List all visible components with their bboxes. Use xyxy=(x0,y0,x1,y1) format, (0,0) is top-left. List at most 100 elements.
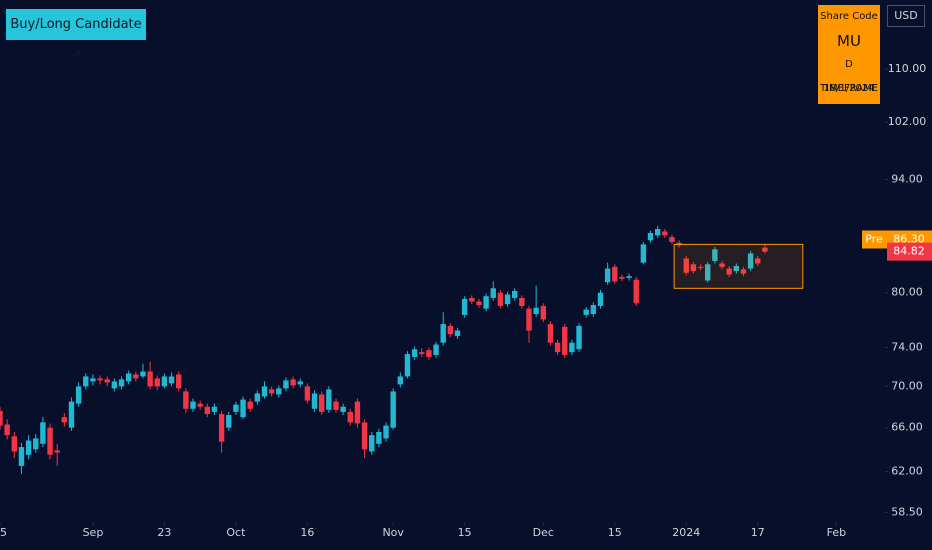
candle-body xyxy=(25,440,32,455)
candle-body xyxy=(619,277,625,279)
candle-body xyxy=(104,379,110,383)
candle-body xyxy=(133,374,139,379)
candle-body xyxy=(683,258,689,273)
candle-body xyxy=(68,401,75,428)
candle-body xyxy=(540,305,546,320)
candle-body xyxy=(590,305,597,315)
candle-body xyxy=(147,371,153,387)
candle-body xyxy=(168,376,175,384)
candle-body xyxy=(118,379,125,387)
candle-body xyxy=(340,406,346,412)
candle-body xyxy=(90,378,96,382)
candle-body xyxy=(604,268,611,283)
candle-body xyxy=(376,431,382,444)
x-tick-label: Dec xyxy=(533,526,554,539)
x-tick-label: 16 xyxy=(300,526,314,539)
candle-body xyxy=(354,401,361,424)
candle-body xyxy=(547,324,554,343)
candle-body xyxy=(75,386,82,404)
candle-body xyxy=(633,279,639,304)
y-tick-label: 80.00 xyxy=(891,286,923,299)
candle-body xyxy=(97,378,103,381)
y-tick-label: 110.00 xyxy=(888,62,927,75)
range-box xyxy=(673,243,804,289)
candle-body xyxy=(597,292,604,306)
price-label-bg xyxy=(887,242,932,261)
candle-body xyxy=(161,376,168,387)
candle-body xyxy=(369,435,375,452)
info-timeframe: D TIMEFRAME xyxy=(819,59,879,94)
candle-body xyxy=(190,401,196,409)
candle-body xyxy=(469,297,475,302)
price-label: 84.82 xyxy=(893,245,925,258)
candle-body xyxy=(612,266,618,282)
candle-body xyxy=(640,244,647,263)
candle-body xyxy=(404,354,411,377)
x-tick-label: Feb xyxy=(827,526,846,539)
x-tick-label: 5 xyxy=(0,526,7,539)
candle-body xyxy=(197,403,203,407)
info-date: 18/1/2024 xyxy=(823,83,875,94)
candle-body xyxy=(33,438,39,450)
candle-body xyxy=(297,381,303,385)
x-tick-label: 23 xyxy=(157,526,171,539)
candle-body xyxy=(204,406,211,414)
candle-body xyxy=(233,404,239,412)
candle-body xyxy=(497,292,504,306)
candle-body xyxy=(519,297,525,306)
candle-body xyxy=(626,276,632,278)
y-tick-label: 74.00 xyxy=(891,340,923,353)
candle-body xyxy=(447,325,454,335)
candle-body xyxy=(504,294,511,305)
candle-body xyxy=(226,415,232,428)
currency-button[interactable]: USD xyxy=(887,5,925,27)
candle-body xyxy=(426,350,432,357)
candle-body xyxy=(697,266,704,268)
price-label-name-bg xyxy=(862,230,887,249)
candle-body xyxy=(40,422,46,444)
price-label: 86.30 xyxy=(893,232,925,245)
candle-body xyxy=(268,389,275,394)
candle-body xyxy=(583,309,589,315)
candle-body xyxy=(690,264,697,272)
candle-body xyxy=(526,308,532,331)
candle-body xyxy=(154,378,160,387)
candle-body xyxy=(433,344,439,356)
candle-body xyxy=(483,296,489,309)
candle-body xyxy=(311,393,318,409)
x-tick-label: 15 xyxy=(458,526,472,539)
x-tick-label: Nov xyxy=(382,526,404,539)
candle-body xyxy=(326,389,332,410)
candle-body xyxy=(247,401,253,409)
candle-body xyxy=(411,349,418,357)
candle-body xyxy=(654,228,661,236)
candle-body xyxy=(712,249,718,261)
candle-body xyxy=(383,425,389,439)
candle-body xyxy=(347,411,353,423)
candle-body xyxy=(562,326,568,356)
candle-body xyxy=(361,422,368,450)
candle-body xyxy=(83,376,89,387)
candle-body xyxy=(512,290,518,298)
candle-body xyxy=(740,269,747,274)
y-tick-label: 58.50 xyxy=(891,505,923,518)
info-box: Share Code MU D TIMEFRAME 18/1/2024 xyxy=(818,5,880,104)
candle-body xyxy=(140,371,146,377)
candle-body xyxy=(4,424,10,436)
candle-body xyxy=(18,447,25,466)
candle-body xyxy=(726,268,732,275)
y-tick-label: 70.00 xyxy=(891,379,923,392)
candle-body xyxy=(576,325,582,350)
signal-badge[interactable]: Buy/Long Candidate ↗ xyxy=(6,9,146,63)
candle-body xyxy=(304,386,311,401)
candle-body xyxy=(333,401,339,410)
candle-body xyxy=(440,324,446,343)
info-label: Share Code xyxy=(820,11,878,22)
candle-body xyxy=(390,391,396,428)
x-tick-label: 15 xyxy=(608,526,622,539)
candle-body xyxy=(669,237,675,242)
candle-body xyxy=(569,342,575,353)
candle-body xyxy=(54,450,60,453)
